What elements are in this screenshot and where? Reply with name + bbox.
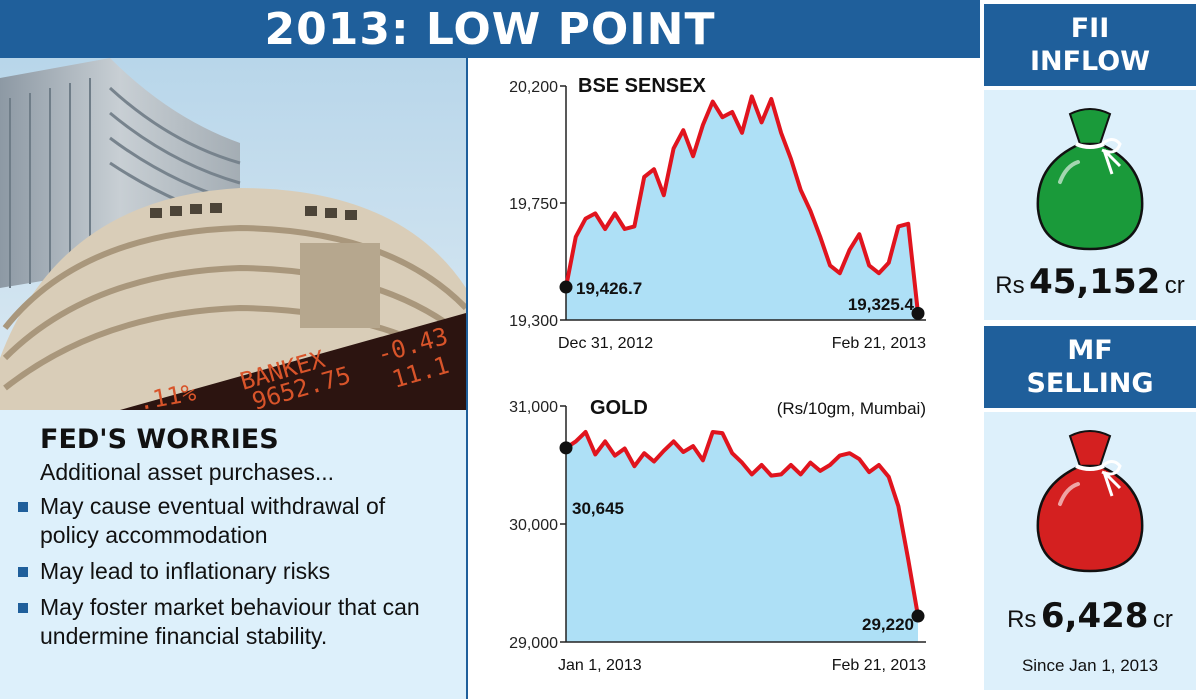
y-tick-label: 30,000	[509, 517, 558, 534]
bag-shine	[1058, 160, 1080, 184]
fii-title-line-2: INFLOW	[1029, 46, 1151, 77]
list-item: May foster market behaviour that can und…	[18, 593, 448, 651]
fii-title-line-1: FII	[1070, 13, 1110, 44]
chart-title: GOLD	[590, 397, 648, 419]
building-illustration: BANKEX 9652.75 -0.43 11.1 .11%	[0, 58, 466, 410]
y-tick-label: 29,000	[509, 635, 558, 652]
list-item: May cause eventual withdrawal of policy …	[18, 492, 448, 550]
start-point	[559, 280, 573, 294]
sensex-chart: 20,200 19,750 19,300 BSE SENSEX 19,426.7 19,3…	[509, 75, 928, 352]
square-bullet-icon	[18, 603, 28, 613]
mf-title-line-2: SELLING	[1026, 368, 1154, 399]
bag-shine	[1058, 482, 1080, 506]
mf-title-line-1: MF	[1067, 335, 1113, 366]
end-value-label: 19,325.4	[848, 295, 915, 314]
x-start-label: Jan 1, 2013	[558, 657, 642, 674]
mf-unit: cr	[1152, 606, 1173, 633]
series-line	[564, 94, 920, 314]
fii-title-box: FII INFLOW	[984, 4, 1196, 86]
list-item-text: May cause eventual withdrawal of policy …	[40, 493, 386, 548]
page-title: 2013: LOW POINT	[0, 0, 980, 58]
fed-worries-list: May cause eventual withdrawal of policy …	[18, 492, 448, 651]
mf-since-note: Since Jan 1, 2013	[1021, 656, 1159, 675]
square-bullet-icon	[18, 502, 28, 512]
bag-knot	[1098, 460, 1122, 497]
fii-value: 45,152	[1029, 262, 1161, 302]
end-value-label: 29,220	[862, 615, 914, 634]
square-bullet-icon	[18, 567, 28, 577]
fed-heading: FED'S WORRIES	[40, 424, 279, 455]
start-value-label: 19,426.7	[576, 279, 642, 298]
end-point	[911, 306, 925, 320]
y-tick-label: 19,750	[509, 196, 558, 213]
money-bag-icon	[1036, 108, 1144, 251]
chart-title: BSE SENSEX	[578, 75, 706, 97]
fii-currency: Rs	[995, 272, 1025, 299]
mf-title-box: MF SELLING	[984, 326, 1196, 408]
y-tick-label: 31,000	[509, 399, 558, 416]
list-item-text: May lead to inflationary risks	[40, 558, 331, 584]
mf-value: 6,428	[1040, 596, 1149, 636]
area-fill	[566, 96, 918, 321]
building-photo: BANKEX 9652.75 -0.43 11.1 .11%	[0, 58, 466, 410]
bag-top	[1068, 108, 1112, 145]
series-line	[564, 430, 920, 617]
chart-subtitle: (Rs/10gm, Mumbai)	[777, 399, 926, 418]
mf-panel: Rs 6,428 cr Since Jan 1, 2013	[984, 412, 1196, 690]
start-point	[559, 441, 573, 455]
list-item: May lead to inflationary risks	[18, 557, 448, 586]
end-point	[911, 609, 925, 623]
bag-body	[1036, 142, 1144, 251]
bag-knot	[1098, 138, 1122, 175]
list-item-text: May foster market behaviour that can und…	[40, 594, 420, 649]
y-tick-label: 20,200	[509, 79, 558, 96]
y-tick-label: 19,300	[509, 313, 558, 330]
mf-amount: Rs 6,428 cr	[984, 596, 1196, 636]
area-fill	[566, 432, 918, 642]
fii-unit: cr	[1164, 272, 1185, 299]
x-start-label: Dec 31, 2012	[558, 335, 653, 352]
fii-amount: Rs 45,152 cr	[984, 262, 1196, 302]
money-bag-icon	[1036, 430, 1144, 573]
x-end-label: Feb 21, 2013	[832, 335, 926, 352]
start-value-label: 30,645	[572, 499, 624, 518]
x-end-label: Feb 21, 2013	[832, 657, 926, 674]
mf-currency: Rs	[1007, 606, 1037, 633]
bag-top	[1068, 430, 1112, 467]
right-column: FII INFLOW Rs 45,152 cr MF SELLING Rs 6,…	[980, 0, 1200, 699]
fed-subheading: Additional asset purchases...	[40, 459, 335, 485]
fii-panel: Rs 45,152 cr	[984, 90, 1196, 320]
gold-chart: 31,000 30,000 29,000 GOLD (Rs/10gm, Mumbai) 3…	[509, 397, 928, 674]
bag-body	[1036, 464, 1144, 573]
fed-worries-panel: FED'S WORRIES Additional asset purchases…	[0, 410, 466, 699]
charts-panel: 20,200 19,750 19,300 BSE SENSEX 19,426.7 19,3…	[466, 58, 980, 699]
